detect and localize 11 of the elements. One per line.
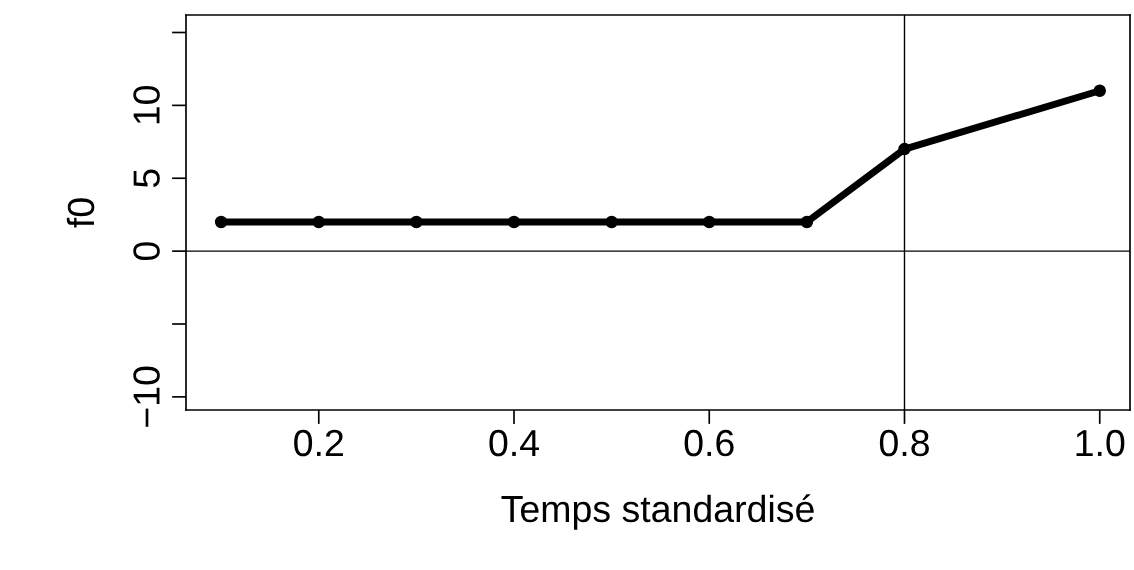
y-tick-label: 5 — [133, 169, 160, 188]
x-tick-label: 0.8 — [879, 429, 929, 457]
x-tick-label: 1.0 — [1076, 429, 1125, 457]
x-tick-label: 0.4 — [489, 429, 539, 457]
y-tick-label: −10 — [133, 366, 160, 427]
y-tick-label: 0 — [133, 242, 160, 261]
y-axis-title: f0 — [66, 198, 95, 228]
x-axis-title: Temps standardisé — [501, 494, 814, 530]
x-tick-label: 0.6 — [684, 429, 734, 457]
x-tick-label: 0.2 — [294, 429, 343, 457]
y-tick-label: 10 — [133, 85, 160, 124]
